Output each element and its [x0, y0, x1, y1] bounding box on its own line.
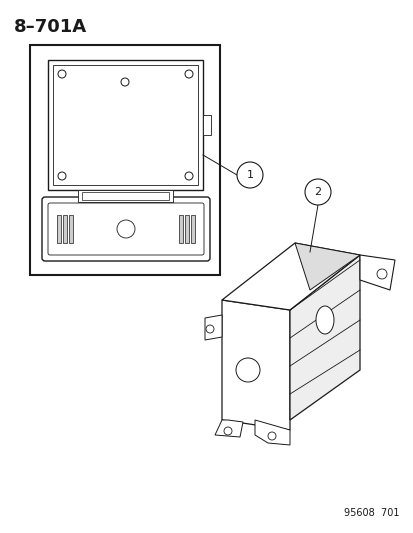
Circle shape	[206, 325, 214, 333]
Bar	[82, 192, 169, 200]
Bar	[185, 215, 189, 243]
Circle shape	[376, 269, 386, 279]
Ellipse shape	[315, 306, 333, 334]
Text: 1: 1	[246, 170, 253, 180]
Bar	[57, 215, 61, 243]
Polygon shape	[214, 420, 242, 437]
Polygon shape	[289, 255, 359, 420]
Circle shape	[236, 162, 262, 188]
Bar	[190, 215, 195, 243]
Circle shape	[223, 427, 231, 435]
Polygon shape	[254, 420, 289, 445]
Polygon shape	[221, 300, 289, 430]
Bar	[69, 215, 73, 243]
Bar	[48, 60, 202, 190]
Bar	[63, 215, 67, 243]
Polygon shape	[202, 115, 211, 135]
Circle shape	[185, 172, 192, 180]
Circle shape	[304, 179, 330, 205]
Circle shape	[58, 172, 66, 180]
Circle shape	[58, 70, 66, 78]
FancyBboxPatch shape	[48, 203, 204, 255]
Circle shape	[185, 70, 192, 78]
Bar	[78, 190, 173, 202]
Circle shape	[117, 220, 135, 238]
Circle shape	[267, 432, 275, 440]
Text: 2: 2	[314, 187, 321, 197]
Circle shape	[235, 358, 259, 382]
Bar	[178, 215, 183, 243]
Polygon shape	[204, 315, 221, 340]
Bar	[30, 45, 219, 275]
Text: 8–701A: 8–701A	[14, 18, 87, 36]
Bar	[53, 65, 197, 185]
Polygon shape	[221, 243, 359, 310]
Polygon shape	[359, 255, 394, 290]
FancyBboxPatch shape	[42, 197, 209, 261]
Polygon shape	[294, 243, 359, 290]
Text: 95608  701: 95608 701	[344, 508, 399, 518]
Circle shape	[121, 78, 129, 86]
